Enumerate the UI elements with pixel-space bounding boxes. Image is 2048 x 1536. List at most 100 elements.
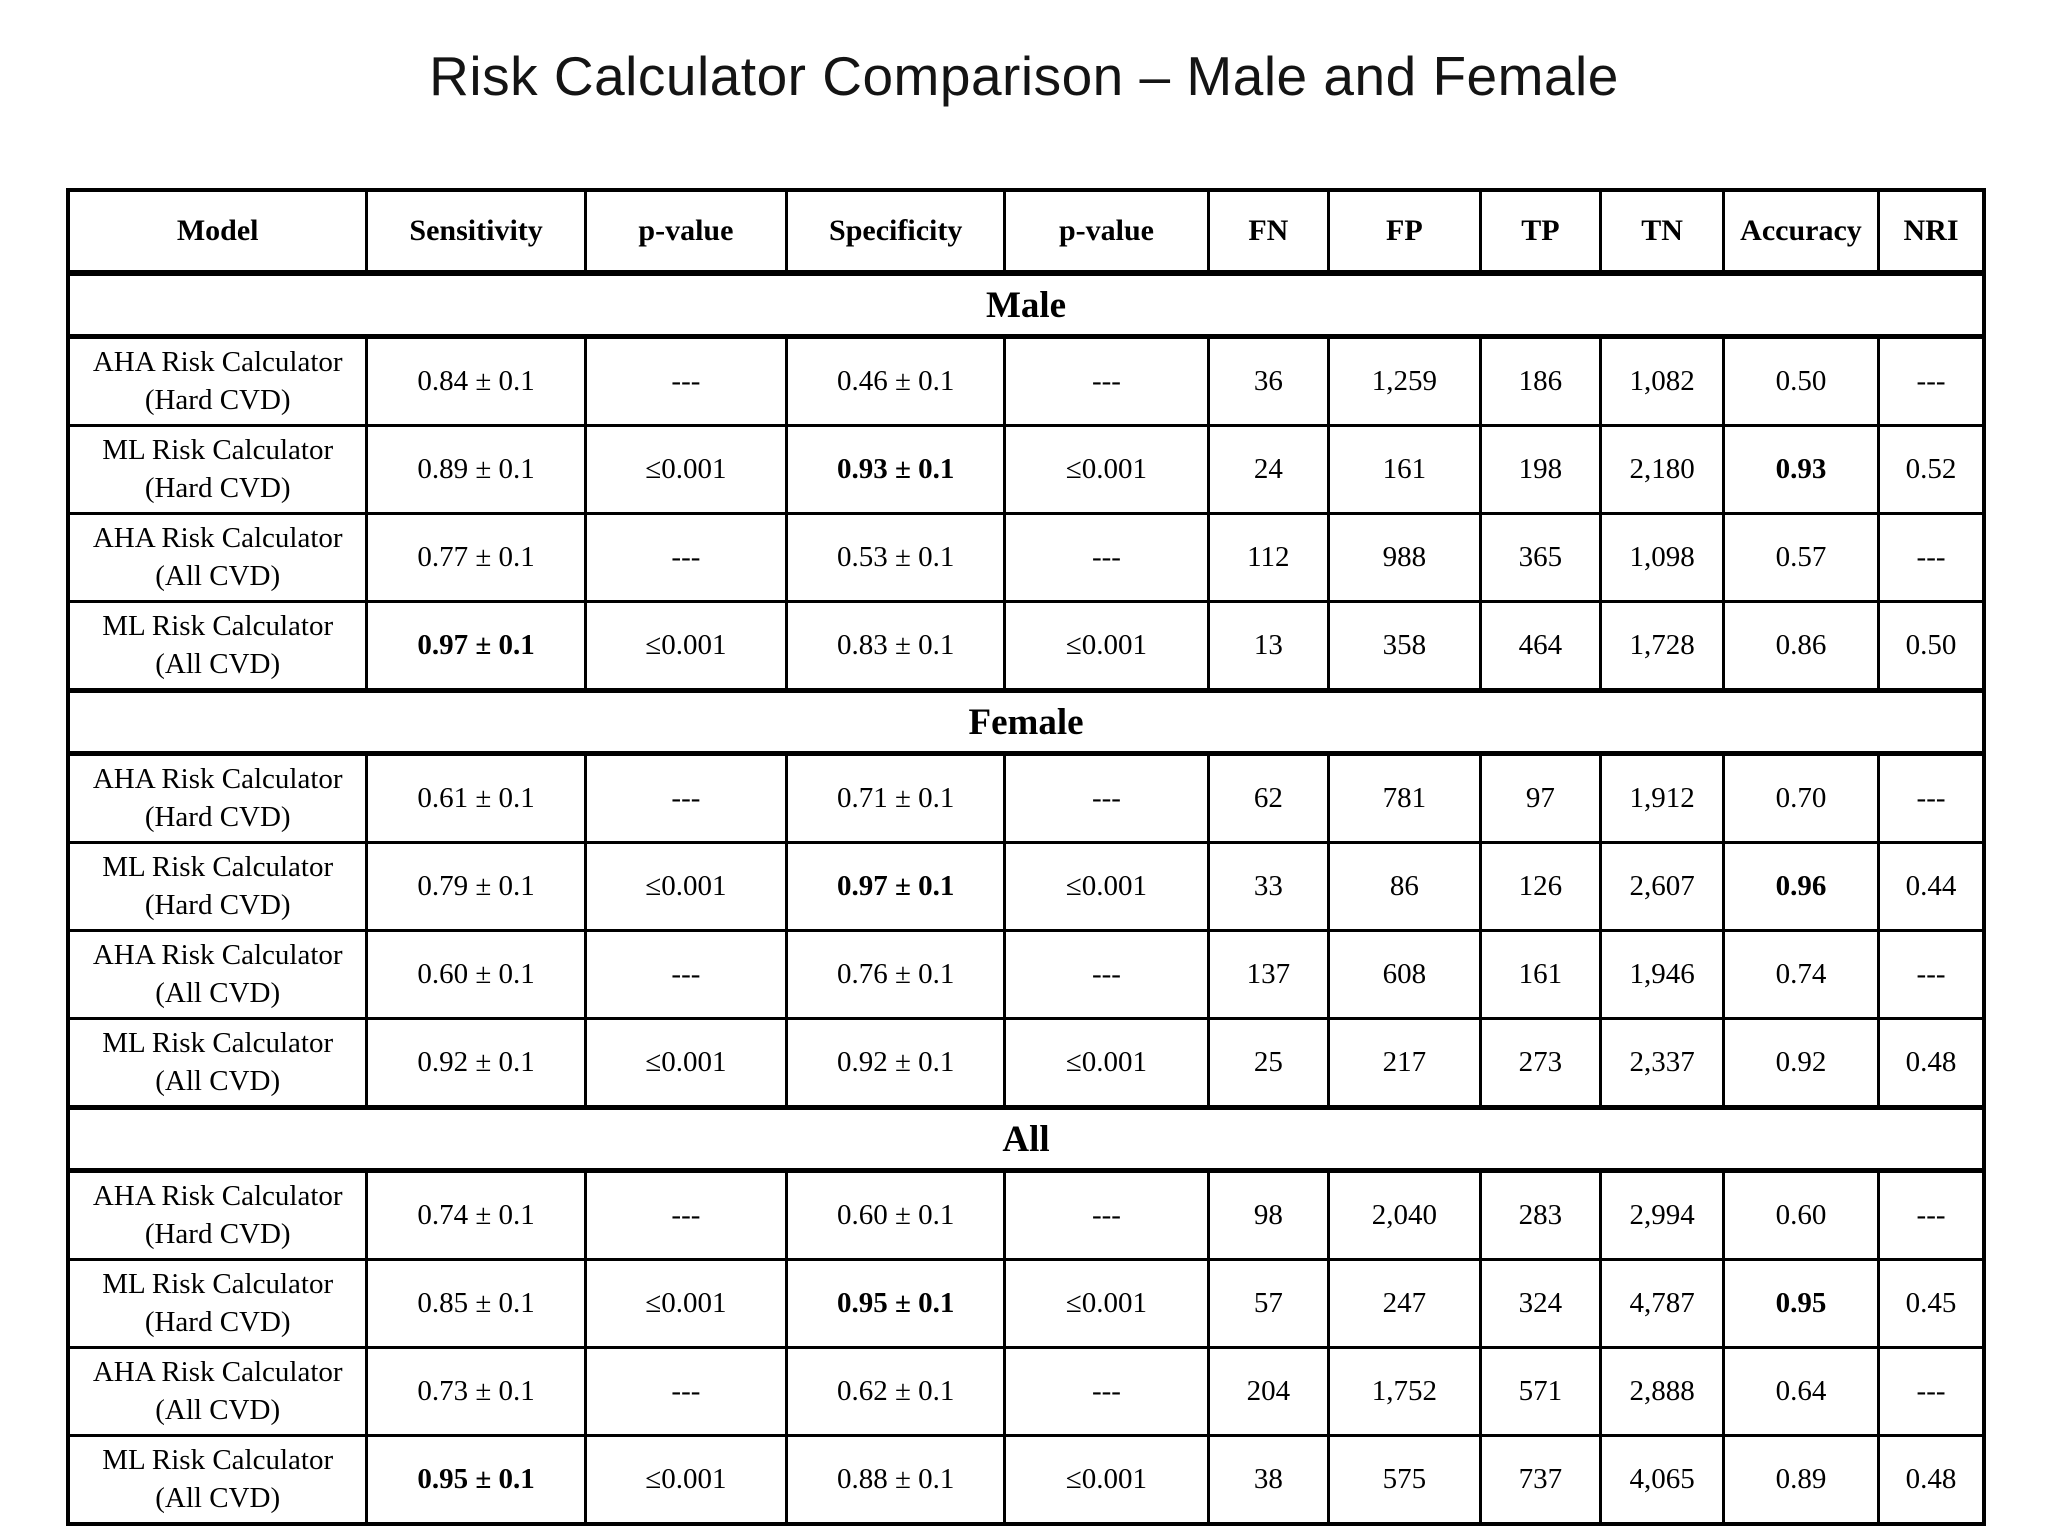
- page-title: Risk Calculator Comparison – Male and Fe…: [429, 45, 1619, 107]
- specificity-cell: 0.60 ± 0.1: [784, 1169, 1007, 1261]
- tp-cell: 365: [1478, 512, 1603, 603]
- col-header-sensitivity: Sensitivity: [365, 188, 587, 276]
- nri-cell: 0.44: [1877, 841, 1986, 932]
- sensitivity-cell: 0.61 ± 0.1: [365, 752, 587, 844]
- fp-cell: 781: [1327, 752, 1482, 844]
- col-header-fn: FN: [1206, 188, 1331, 276]
- section-row-all: All: [66, 1105, 1986, 1173]
- specificity-cell: 0.92 ± 0.1: [784, 1017, 1007, 1109]
- specificity-cell: 0.88 ± 0.1: [784, 1434, 1007, 1526]
- specificity-pvalue-cell: ---: [1003, 1346, 1210, 1437]
- table-row: AHA Risk Calculator (All CVD) 0.77 ± 0.1…: [66, 512, 1986, 603]
- accuracy-cell: 0.95: [1721, 1258, 1881, 1349]
- sensitivity-pvalue-cell: ---: [583, 1346, 788, 1437]
- fn-cell: 13: [1206, 600, 1331, 692]
- sensitivity-pvalue-cell: ---: [583, 1169, 788, 1261]
- fn-cell: 204: [1206, 1346, 1331, 1437]
- sensitivity-pvalue-cell: ≤0.001: [583, 1258, 788, 1349]
- fn-cell: 25: [1206, 1017, 1331, 1109]
- model-name: ML Risk Calculator: [102, 434, 334, 467]
- sensitivity-pvalue-cell: ---: [583, 929, 788, 1020]
- sensitivity-pvalue-cell: ≤0.001: [583, 1017, 788, 1109]
- model-name: AHA Risk Calculator: [92, 939, 343, 972]
- accuracy-cell: 0.50: [1721, 335, 1881, 427]
- tn-cell: 2,888: [1599, 1346, 1725, 1437]
- tp-cell: 97: [1478, 752, 1603, 844]
- model-variant: (All CVD): [155, 1064, 281, 1097]
- tn-cell: 2,337: [1599, 1017, 1725, 1109]
- section-label: Male: [66, 270, 1986, 339]
- fp-cell: 86: [1327, 841, 1482, 932]
- model-cell: AHA Risk Calculator (Hard CVD): [66, 752, 369, 844]
- sensitivity-cell: 0.85 ± 0.1: [365, 1258, 587, 1349]
- tn-cell: 1,912: [1599, 752, 1725, 844]
- accuracy-cell: 0.89: [1721, 1434, 1881, 1526]
- col-header-pvalue-1: p-value: [583, 188, 788, 276]
- model-cell: AHA Risk Calculator (All CVD): [66, 512, 369, 603]
- sensitivity-cell: 0.89 ± 0.1: [365, 424, 587, 515]
- sensitivity-cell: 0.79 ± 0.1: [365, 841, 587, 932]
- fn-cell: 112: [1206, 512, 1331, 603]
- fn-cell: 57: [1206, 1258, 1331, 1349]
- fp-cell: 608: [1327, 929, 1482, 1020]
- model-variant: (Hard CVD): [144, 1305, 291, 1338]
- table-row: AHA Risk Calculator (All CVD) 0.73 ± 0.1…: [66, 1346, 1986, 1437]
- sensitivity-cell: 0.97 ± 0.1: [365, 600, 587, 692]
- nri-cell: ---: [1877, 335, 1986, 427]
- tp-cell: 737: [1478, 1434, 1603, 1526]
- model-cell: ML Risk Calculator (Hard CVD): [66, 1258, 369, 1349]
- tn-cell: 1,082: [1599, 335, 1725, 427]
- model-name: ML Risk Calculator: [102, 610, 334, 643]
- nri-cell: ---: [1877, 1169, 1986, 1261]
- model-name: ML Risk Calculator: [102, 851, 334, 884]
- model-name: AHA Risk Calculator: [92, 346, 343, 379]
- fp-cell: 217: [1327, 1017, 1482, 1109]
- sensitivity-pvalue-cell: ≤0.001: [583, 1434, 788, 1526]
- sensitivity-cell: 0.77 ± 0.1: [365, 512, 587, 603]
- accuracy-cell: 0.70: [1721, 752, 1881, 844]
- tn-cell: 1,098: [1599, 512, 1725, 603]
- sensitivity-cell: 0.74 ± 0.1: [365, 1169, 587, 1261]
- risk-comparison-table: Model Sensitivity p-value Specificity p-…: [66, 188, 1986, 1526]
- model-cell: ML Risk Calculator (All CVD): [66, 1434, 369, 1526]
- col-header-fp: FP: [1327, 188, 1482, 276]
- section-row-female: Female: [66, 688, 1986, 756]
- specificity-cell: 0.93 ± 0.1: [784, 424, 1007, 515]
- specificity-cell: 0.76 ± 0.1: [784, 929, 1007, 1020]
- sensitivity-pvalue-cell: ---: [583, 512, 788, 603]
- sensitivity-pvalue-cell: ---: [583, 335, 788, 427]
- model-cell: ML Risk Calculator (Hard CVD): [66, 841, 369, 932]
- col-header-nri: NRI: [1877, 188, 1986, 276]
- sensitivity-cell: 0.92 ± 0.1: [365, 1017, 587, 1109]
- accuracy-cell: 0.57: [1721, 512, 1881, 603]
- fn-cell: 36: [1206, 335, 1331, 427]
- nri-cell: 0.48: [1877, 1017, 1986, 1109]
- fn-cell: 38: [1206, 1434, 1331, 1526]
- fp-cell: 1,259: [1327, 335, 1482, 427]
- specificity-cell: 0.95 ± 0.1: [784, 1258, 1007, 1349]
- tn-cell: 1,946: [1599, 929, 1725, 1020]
- specificity-pvalue-cell: ≤0.001: [1003, 600, 1210, 692]
- table-row: AHA Risk Calculator (Hard CVD) 0.61 ± 0.…: [66, 752, 1986, 844]
- model-cell: AHA Risk Calculator (All CVD): [66, 929, 369, 1020]
- tp-cell: 283: [1478, 1169, 1603, 1261]
- model-cell: AHA Risk Calculator (All CVD): [66, 1346, 369, 1437]
- tn-cell: 4,787: [1599, 1258, 1725, 1349]
- accuracy-cell: 0.64: [1721, 1346, 1881, 1437]
- accuracy-cell: 0.93: [1721, 424, 1881, 515]
- model-variant: (All CVD): [155, 559, 281, 592]
- tn-cell: 1,728: [1599, 600, 1725, 692]
- specificity-pvalue-cell: ---: [1003, 1169, 1210, 1261]
- fn-cell: 62: [1206, 752, 1331, 844]
- model-name: AHA Risk Calculator: [92, 763, 343, 796]
- sensitivity-cell: 0.60 ± 0.1: [365, 929, 587, 1020]
- specificity-cell: 0.83 ± 0.1: [784, 600, 1007, 692]
- table-row: ML Risk Calculator (All CVD) 0.95 ± 0.1 …: [66, 1434, 1986, 1526]
- tn-cell: 4,065: [1599, 1434, 1725, 1526]
- col-header-tp: TP: [1478, 188, 1603, 276]
- model-name: AHA Risk Calculator: [92, 1180, 343, 1213]
- model-name: AHA Risk Calculator: [92, 522, 343, 555]
- model-cell: ML Risk Calculator (All CVD): [66, 600, 369, 692]
- model-variant: (All CVD): [155, 976, 281, 1009]
- model-variant: (Hard CVD): [144, 800, 291, 833]
